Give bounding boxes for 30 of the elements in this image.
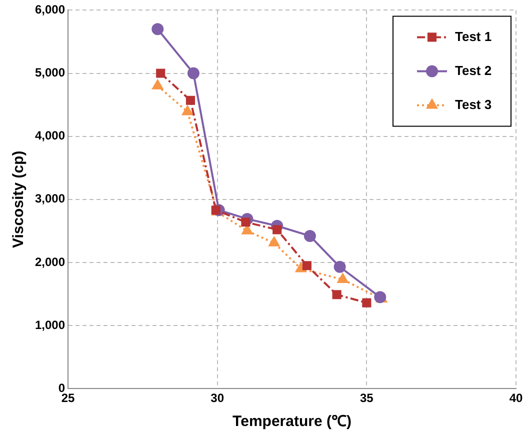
- point: [362, 298, 372, 308]
- legend-label: Test 2: [455, 62, 492, 78]
- legend-label: Test 1: [455, 28, 492, 44]
- y-tick-label: 3,000: [35, 192, 66, 206]
- point: [272, 225, 282, 234]
- y-tick-label: 5,000: [35, 66, 66, 80]
- point: [241, 218, 250, 227]
- point: [302, 261, 312, 270]
- point: [182, 106, 193, 116]
- y-tick-label: 1,000: [35, 318, 66, 332]
- x-tick-label: 40: [509, 391, 523, 406]
- point: [186, 96, 196, 105]
- point: [337, 273, 348, 283]
- y-tick-label: 6,000: [35, 2, 66, 17]
- x-tick-label: 35: [360, 391, 374, 406]
- point: [156, 68, 166, 78]
- point: [187, 67, 200, 80]
- legend-label: Test 3: [455, 96, 492, 112]
- point: [334, 260, 346, 273]
- point: [268, 236, 280, 246]
- x-tick-label: 30: [210, 391, 224, 406]
- point: [304, 230, 316, 242]
- point: [332, 290, 342, 300]
- y-tick-label: 2,000: [35, 254, 66, 269]
- point: [152, 80, 163, 90]
- x-axis-title: Temperature (℃): [232, 413, 352, 430]
- point: [211, 206, 220, 215]
- y-tick-label: 4,000: [35, 128, 66, 143]
- point: [152, 23, 164, 36]
- y-axis-title: Viscosity (cp): [10, 150, 28, 248]
